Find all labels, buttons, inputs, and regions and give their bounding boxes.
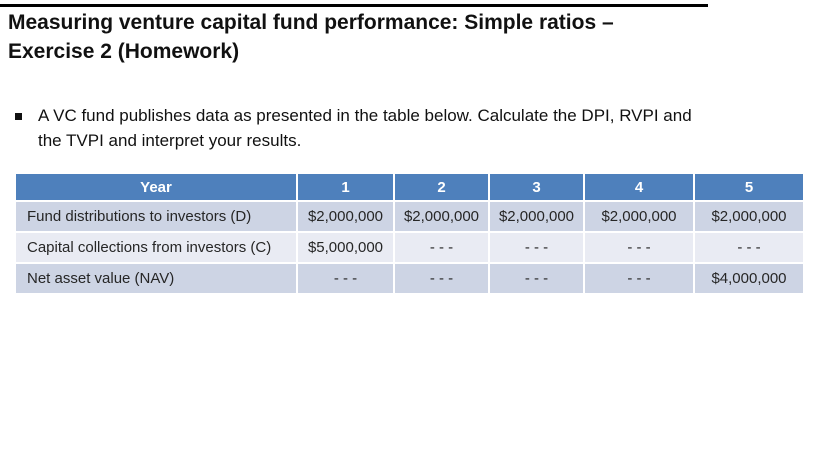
- table-row-distributions: Fund distributions to investors (D) $2,0…: [16, 202, 803, 231]
- bullet-square-icon: [15, 113, 22, 120]
- value-cell: $2,000,000: [490, 202, 583, 231]
- header-cell-year: Year: [16, 174, 296, 200]
- value-cell: - - -: [695, 233, 803, 262]
- value-cell: $2,000,000: [298, 202, 393, 231]
- bullet-item: A VC fund publishes data as presented in…: [15, 103, 775, 153]
- top-rule: [0, 4, 708, 7]
- header-cell-4: 4: [585, 174, 693, 200]
- value-cell: - - -: [490, 264, 583, 293]
- value-cell: - - -: [298, 264, 393, 293]
- page-title-line-1: Measuring venture capital fund performan…: [8, 11, 614, 34]
- page-title-line-2: Exercise 2 (Homework): [8, 40, 240, 63]
- bullet-text: A VC fund publishes data as presented in…: [38, 103, 775, 153]
- value-cell: - - -: [395, 264, 488, 293]
- bullet-text-line-2: the TVPI and interpret your results.: [38, 131, 302, 150]
- fund-data-table: Year 1 2 3 4 5 Fund distributions to inv…: [14, 172, 805, 295]
- table-row-collections: Capital collections from investors (C) $…: [16, 233, 803, 262]
- value-cell: - - -: [585, 264, 693, 293]
- header-cell-3: 3: [490, 174, 583, 200]
- row-label-distributions: Fund distributions to investors (D): [16, 202, 296, 231]
- value-cell: $2,000,000: [395, 202, 488, 231]
- value-cell: $5,000,000: [298, 233, 393, 262]
- value-cell: - - -: [585, 233, 693, 262]
- value-cell: - - -: [490, 233, 583, 262]
- value-cell: - - -: [395, 233, 488, 262]
- row-label-nav: Net asset value (NAV): [16, 264, 296, 293]
- value-cell: $2,000,000: [695, 202, 803, 231]
- header-cell-1: 1: [298, 174, 393, 200]
- table-row-nav: Net asset value (NAV) - - - - - - - - - …: [16, 264, 803, 293]
- page-title: Measuring venture capital fund performan…: [8, 8, 798, 66]
- header-cell-2: 2: [395, 174, 488, 200]
- value-cell: $4,000,000: [695, 264, 803, 293]
- bullet-text-line-1: A VC fund publishes data as presented in…: [38, 106, 692, 125]
- header-cell-5: 5: [695, 174, 803, 200]
- value-cell: $2,000,000: [585, 202, 693, 231]
- row-label-collections: Capital collections from investors (C): [16, 233, 296, 262]
- table-header-row: Year 1 2 3 4 5: [16, 174, 803, 200]
